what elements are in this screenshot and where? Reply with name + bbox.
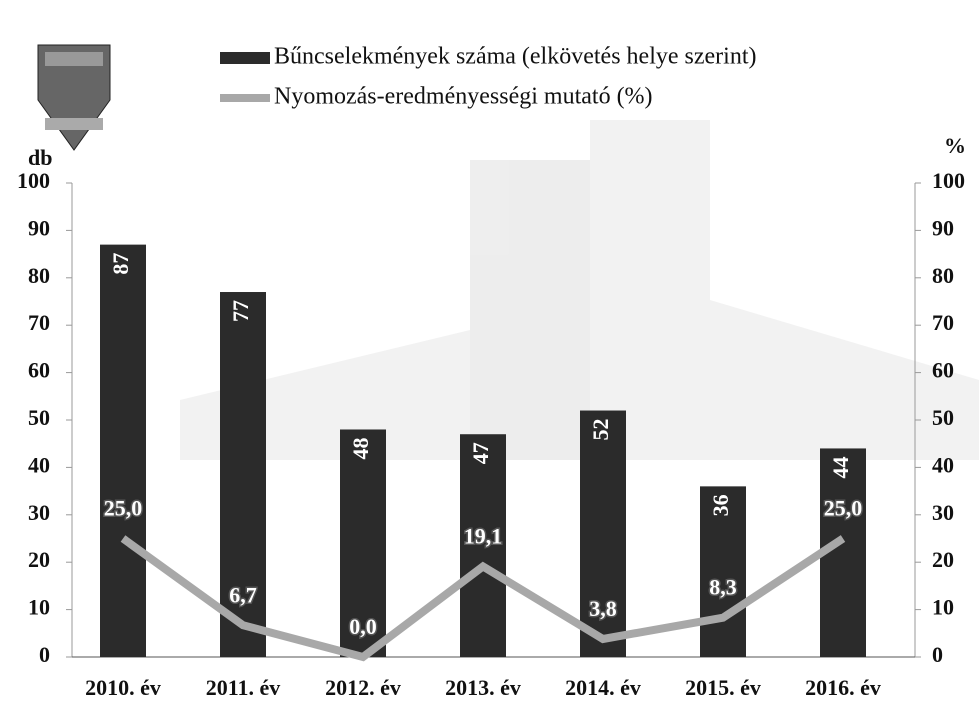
y2-tick-label: 0: [932, 642, 943, 667]
y2-tick-label: 70: [932, 310, 954, 335]
chart: db % 0 10 20 30 40 50 60 70 80 90 100 0 10 20 30 40 50 60…: [0, 0, 979, 701]
y2-tick-label: 90: [932, 215, 954, 240]
bar-value-label: 36: [708, 494, 733, 516]
x-tick-label: 2010. év: [85, 675, 161, 700]
x-tick-label: 2012. év: [325, 675, 401, 700]
bar: [100, 245, 146, 657]
line-value-label: 0,0: [349, 614, 377, 639]
x-tick-label: 2015. év: [685, 675, 761, 700]
y-tick-label: 50: [28, 405, 50, 430]
legend-label: Nyomozás-eredményességi mutató (%): [274, 84, 653, 110]
y2-tick-label: 50: [932, 405, 954, 430]
line-value-label: 8,3: [709, 575, 737, 600]
y2-tick-label: 100: [932, 168, 965, 193]
bar-value-label: 47: [468, 442, 493, 464]
y2-tick-label: 10: [932, 595, 954, 620]
y-tick-label: 10: [28, 595, 50, 620]
y2-tick-label: 80: [932, 263, 954, 288]
bar-value-label: 44: [828, 456, 853, 478]
y-tick-label: 80: [28, 263, 50, 288]
x-tick-label: 2014. év: [565, 675, 641, 700]
bar-value-label: 52: [588, 419, 613, 441]
y2-axis-label: %: [944, 133, 966, 158]
y2-tick-label: 30: [932, 500, 954, 525]
x-tick-label: 2013. év: [445, 675, 521, 700]
y-axis-label: db: [28, 145, 52, 170]
y2-tick-label: 60: [932, 358, 954, 383]
legend-swatch: [220, 52, 270, 64]
bar-value-label: 48: [348, 437, 373, 459]
y-tick-label: 90: [28, 215, 50, 240]
line-value-label: 19,1: [464, 524, 503, 549]
line-value-label: 25,0: [104, 496, 143, 521]
y-tick-label: 70: [28, 310, 50, 335]
y-tick-label: 40: [28, 452, 50, 477]
x-tick-label: 2011. év: [206, 675, 281, 700]
line-value-label: 25,0: [824, 496, 863, 521]
y2-tick-label: 40: [932, 452, 954, 477]
y-tick-label: 100: [17, 168, 50, 193]
bar-value-label: 77: [228, 300, 253, 322]
line-value-label: 3,8: [589, 596, 617, 621]
y-tick-label: 60: [28, 358, 50, 383]
x-tick-label: 2016. év: [805, 675, 881, 700]
legend-label: Bűncselekmények száma (elkövetés helye s…: [274, 44, 756, 70]
y-tick-label: 30: [28, 500, 50, 525]
bar-value-label: 87: [108, 253, 133, 275]
y-tick-label: 0: [39, 642, 50, 667]
line-value-label: 6,7: [229, 582, 257, 607]
y2-tick-label: 20: [932, 547, 954, 572]
y-tick-label: 20: [28, 547, 50, 572]
